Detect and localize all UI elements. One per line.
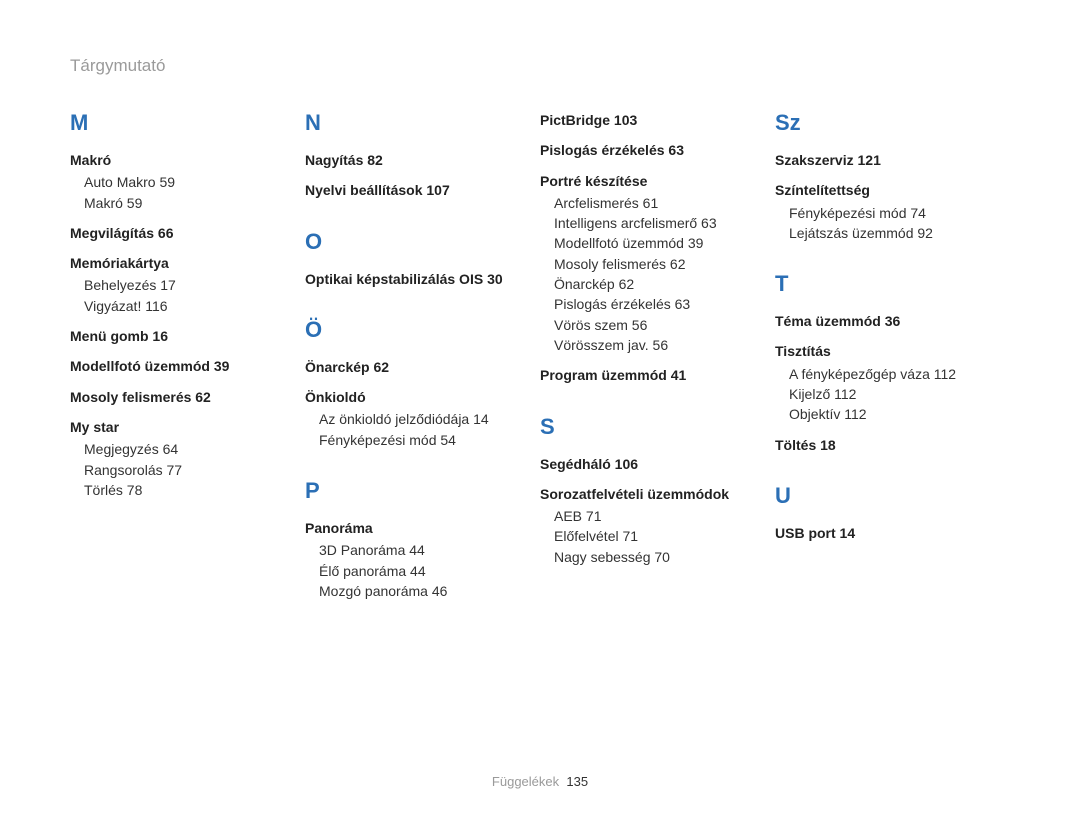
index-entry: Tisztítás A fényképezőgép váza 112Kijelző… — [775, 341, 1000, 424]
entry-head: Nyelvi beállítások 107 — [305, 180, 530, 200]
index-entry: USB port 14 — [775, 523, 1000, 543]
section-letter: P — [305, 478, 530, 504]
entry-head: Panoráma — [305, 518, 530, 538]
index-columns: M MakróAuto Makro 59Makró 59 Megvilágítás … — [70, 110, 1010, 611]
entry-sub: AEB 71 — [540, 506, 765, 526]
index-entry: Optikai képstabilizálás OIS 30 — [305, 269, 530, 289]
entry-head: Menü gomb 16 — [70, 326, 295, 346]
section-letter: M — [70, 110, 295, 136]
index-entry: Megvilágítás 66 — [70, 223, 295, 243]
entry-head: Önarckép 62 — [305, 357, 530, 377]
section-letter: Ö — [305, 317, 530, 343]
entry-head: Modellfotó üzemmód 39 — [70, 356, 295, 376]
entry-head: Szakszerviz 121 — [775, 150, 1000, 170]
entry-sub: Vörösszem jav. 56 — [540, 335, 765, 355]
entry-sub: Objektív 112 — [775, 404, 1000, 424]
entry-head: USB port 14 — [775, 523, 1000, 543]
column: M MakróAuto Makro 59Makró 59 Megvilágítás … — [70, 110, 305, 611]
entry-sub: Arcfelismerés 61 — [540, 193, 765, 213]
index-entry: Mosoly felismerés 62 — [70, 387, 295, 407]
entry-head: Pislogás érzékelés 63 — [540, 140, 765, 160]
entry-head: Segédháló 106 — [540, 454, 765, 474]
entry-head: Tisztítás — [775, 341, 1000, 361]
column: N Nagyítás 82 Nyelvi beállítások 107 O Optik… — [305, 110, 540, 611]
index-entry: Pislogás érzékelés 63 — [540, 140, 765, 160]
entry-sub: Mozgó panoráma 46 — [305, 581, 530, 601]
footer-page: 135 — [566, 774, 588, 789]
index-entry: Töltés 18 — [775, 435, 1000, 455]
section-letter: N — [305, 110, 530, 136]
entry-sub: Auto Makro 59 — [70, 172, 295, 192]
index-entry: Panoráma3D Panoráma 44Élő panoráma 44Moz… — [305, 518, 530, 601]
column: Sz Szakszerviz 121 Színtelítettség Fényképe… — [775, 110, 1010, 611]
index-entry: MakróAuto Makro 59Makró 59 — [70, 150, 295, 213]
index-entry: Téma üzemmód 36 — [775, 311, 1000, 331]
index-entry: ÖnkioldóAz önkioldó jelződiódája 14Fényk… — [305, 387, 530, 450]
index-entry: Segédháló 106 — [540, 454, 765, 474]
entry-sub: Fényképezési mód 54 — [305, 430, 530, 450]
entry-head: Makró — [70, 150, 295, 170]
entry-sub: Behelyezés 17 — [70, 275, 295, 295]
page-footer: Függelékek 135 — [0, 774, 1080, 789]
entry-head: Színtelítettség — [775, 180, 1000, 200]
entry-head: Optikai képstabilizálás OIS 30 — [305, 269, 530, 289]
entry-sub: Mosoly felismerés 62 — [540, 254, 765, 274]
entry-sub: Önarckép 62 — [540, 274, 765, 294]
section-letter: S — [540, 414, 765, 440]
page-header: Tárgymutató — [70, 56, 1010, 76]
column: PictBridge 103Pislogás érzékelés 63Portr… — [540, 110, 775, 611]
entry-sub: Vörös szem 56 — [540, 315, 765, 335]
entry-sub: Rangsorolás 77 — [70, 460, 295, 480]
index-entry: Nagyítás 82 — [305, 150, 530, 170]
entry-head: Önkioldó — [305, 387, 530, 407]
entry-sub: Pislogás érzékelés 63 — [540, 294, 765, 314]
entry-sub: Nagy sebesség 70 — [540, 547, 765, 567]
entry-sub: Lejátszás üzemmód 92 — [775, 223, 1000, 243]
entry-head: Megvilágítás 66 — [70, 223, 295, 243]
index-entry: Portré készítéseArcfelismerés 61Intellig… — [540, 171, 765, 356]
entry-sub: 3D Panoráma 44 — [305, 540, 530, 560]
entry-head: Mosoly felismerés 62 — [70, 387, 295, 407]
index-entry: Program üzemmód 41 — [540, 365, 765, 385]
entry-sub: Előfelvétel 71 — [540, 526, 765, 546]
entry-sub: Fényképezési mód 74 — [775, 203, 1000, 223]
entry-head: My star — [70, 417, 295, 437]
entry-head: Sorozatfelvételi üzemmódok — [540, 484, 765, 504]
section-letter: T — [775, 271, 1000, 297]
index-entry: Modellfotó üzemmód 39 — [70, 356, 295, 376]
index-entry: My starMegjegyzés 64Rangsorolás 77Törlés… — [70, 417, 295, 500]
entry-sub: Megjegyzés 64 — [70, 439, 295, 459]
index-entry: Sorozatfelvételi üzemmódokAEB 71Előfelvé… — [540, 484, 765, 567]
entry-head: Portré készítése — [540, 171, 765, 191]
entry-head: Nagyítás 82 — [305, 150, 530, 170]
entry-sub: A fényképezőgép váza 112 — [775, 364, 1000, 384]
entry-head: PictBridge 103 — [540, 110, 765, 130]
section-letter: O — [305, 229, 530, 255]
entry-sub: Makró 59 — [70, 193, 295, 213]
entry-sub: Élő panoráma 44 — [305, 561, 530, 581]
entry-sub: Az önkioldó jelződiódája 14 — [305, 409, 530, 429]
entry-head: Memóriakártya — [70, 253, 295, 273]
footer-label: Függelékek — [492, 774, 559, 789]
entry-sub: Vigyázat! 116 — [70, 296, 295, 316]
index-entry: Szakszerviz 121 — [775, 150, 1000, 170]
entry-sub: Törlés 78 — [70, 480, 295, 500]
section-letter: U — [775, 483, 1000, 509]
index-entry: Nyelvi beállítások 107 — [305, 180, 530, 200]
entry-head: Program üzemmód 41 — [540, 365, 765, 385]
index-entry: Színtelítettség Fényképezési mód 74Lejáts… — [775, 180, 1000, 243]
index-entry: MemóriakártyaBehelyezés 17Vigyázat! 116 — [70, 253, 295, 316]
index-entry: PictBridge 103 — [540, 110, 765, 130]
entry-head: Téma üzemmód 36 — [775, 311, 1000, 331]
entry-sub: Kijelző 112 — [775, 384, 1000, 404]
entry-sub: Modellfotó üzemmód 39 — [540, 233, 765, 253]
index-entry: Önarckép 62 — [305, 357, 530, 377]
index-entry: Menü gomb 16 — [70, 326, 295, 346]
section-letter: Sz — [775, 110, 1000, 136]
entry-head: Töltés 18 — [775, 435, 1000, 455]
entry-sub: Intelligens arcfelismerő 63 — [540, 213, 765, 233]
